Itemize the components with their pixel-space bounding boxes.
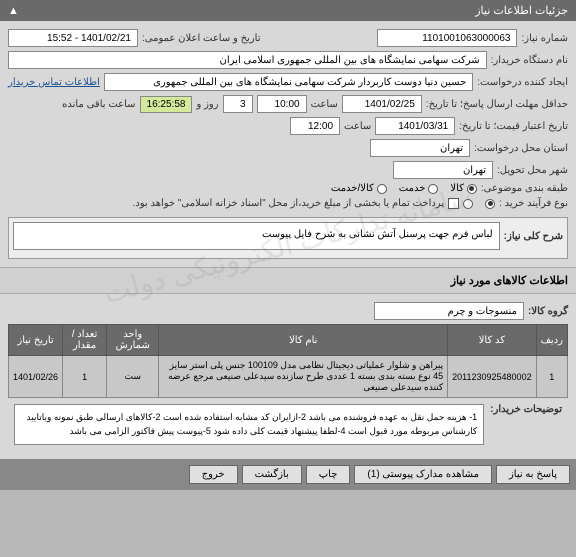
time-label-2: ساعت xyxy=(344,121,371,132)
radio-buy-mid[interactable] xyxy=(463,199,473,209)
time-label-1: ساعت xyxy=(311,99,338,110)
validity-date: 1401/03/31 xyxy=(375,117,455,135)
col-row: ردیف xyxy=(536,325,567,356)
buy-type-label: نوع فرآیند خرید : xyxy=(499,198,568,209)
items-table: ردیف کد کالا نام کالا واحد شمارش تعداد /… xyxy=(8,324,568,398)
creator-label: ایجاد کننده درخواست: xyxy=(477,77,568,88)
days-count: 3 xyxy=(223,95,253,113)
countdown-timer: 16:25:58 xyxy=(140,96,193,113)
deadline-date: 1401/02/25 xyxy=(342,95,422,113)
buyer-org-label: نام دستگاه خریدار: xyxy=(491,55,568,66)
category-label: طبقه بندی موضوعی: xyxy=(481,183,568,194)
group-value: منسوجات و چرم xyxy=(374,302,524,320)
cell-code: 2011230925480002 xyxy=(448,356,536,398)
req-province-value: تهران xyxy=(370,139,470,157)
radio-icon xyxy=(467,184,477,194)
cell-num: 1 xyxy=(536,356,567,398)
cell-name: پیراهن و شلوار عملیاتی دیجیتال نظامی مدل… xyxy=(159,356,448,398)
req-province-label: استان محل درخواست: xyxy=(474,143,568,154)
radio-icon xyxy=(463,199,473,209)
print-button[interactable]: چاپ xyxy=(306,465,351,484)
radio-icon xyxy=(428,184,438,194)
delivery-city-label: شهر محل تحویل: xyxy=(497,165,568,176)
radio-icon xyxy=(485,199,495,209)
collapse-icon[interactable]: ▲ xyxy=(8,5,19,17)
radio-both-label: کالا/خدمت xyxy=(331,183,374,194)
notes-text: 1- هزینه حمل نقل به عهده فروشنده می باشد… xyxy=(14,404,484,445)
cell-unit: ست xyxy=(107,356,159,398)
days-label: روز و xyxy=(196,99,218,110)
notes-label: توضیحات خریدار: xyxy=(490,404,562,415)
radio-icon xyxy=(377,184,387,194)
col-code: کد کالا xyxy=(448,325,536,356)
radio-buy-low[interactable] xyxy=(485,199,495,209)
col-name: نام کالا xyxy=(159,325,448,356)
description-text: لباس فرم جهت پرسنل آتش نشانی به شرح فایل… xyxy=(13,222,500,250)
request-number-value: 1101001063000063 xyxy=(377,29,517,47)
cell-date: 1401/02/26 xyxy=(9,356,63,398)
group-label: گروه کالا: xyxy=(528,306,568,317)
button-bar: پاسخ به نیاز مشاهده مدارک پیوستی (1) چاپ… xyxy=(0,459,576,490)
delivery-city-value: تهران xyxy=(393,161,493,179)
announce-label: تاریخ و ساعت اعلان عمومی: xyxy=(142,33,261,44)
radio-goods[interactable]: کالا xyxy=(450,183,477,194)
creator-value: حسین دنیا دوست کاربردار شرکت سهامی نمایش… xyxy=(104,73,473,91)
attachments-button[interactable]: مشاهده مدارک پیوستی (1) xyxy=(354,465,492,484)
respond-button[interactable]: پاسخ به نیاز xyxy=(496,465,570,484)
radio-goods-label: کالا xyxy=(450,183,464,194)
items-section-title: اطلاعات کالاهای مورد نیاز xyxy=(0,267,576,294)
remaining-label: ساعت باقی مانده xyxy=(62,99,135,110)
col-qty: تعداد / مقدار xyxy=(63,325,107,356)
table-row: 1 2011230925480002 پیراهن و شلوار عملیات… xyxy=(9,356,568,398)
payment-note: پرداخت تمام یا بخشی از مبلغ خرید،از محل … xyxy=(133,198,445,209)
radio-both[interactable]: کالا/خدمت xyxy=(331,183,387,194)
buyer-org-value: شرکت سهامی نمایشگاه های بین المللی جمهور… xyxy=(8,51,487,69)
exit-button[interactable]: خروج xyxy=(189,465,238,484)
payment-checkbox[interactable] xyxy=(448,198,459,209)
description-label: شرح کلی نیاز: xyxy=(504,231,563,242)
announce-value: 1401/02/21 - 15:52 xyxy=(8,29,138,47)
back-button[interactable]: بازگشت xyxy=(242,465,302,484)
col-unit: واحد شمارش xyxy=(107,325,159,356)
request-number-label: شماره نیاز: xyxy=(521,33,568,44)
contact-link[interactable]: اطلاعات تماس خریدار xyxy=(8,77,100,88)
col-date: تاریخ نیاز xyxy=(9,325,63,356)
deadline-time: 10:00 xyxy=(257,95,307,113)
radio-service[interactable]: خدمت xyxy=(399,183,439,194)
cell-qty: 1 xyxy=(63,356,107,398)
validity-time: 12:00 xyxy=(290,117,340,135)
radio-service-label: خدمت xyxy=(399,183,426,194)
validity-label: تاریخ اعتبار قیمت؛ تا تاریخ: xyxy=(459,121,568,132)
section-header: جزئیات اطلاعات نیاز ▲ xyxy=(0,0,576,21)
deadline-label: حداقل مهلت ارسال پاسخ؛ تا تاریخ: xyxy=(426,99,568,110)
section-title: جزئیات اطلاعات نیاز xyxy=(475,4,568,17)
